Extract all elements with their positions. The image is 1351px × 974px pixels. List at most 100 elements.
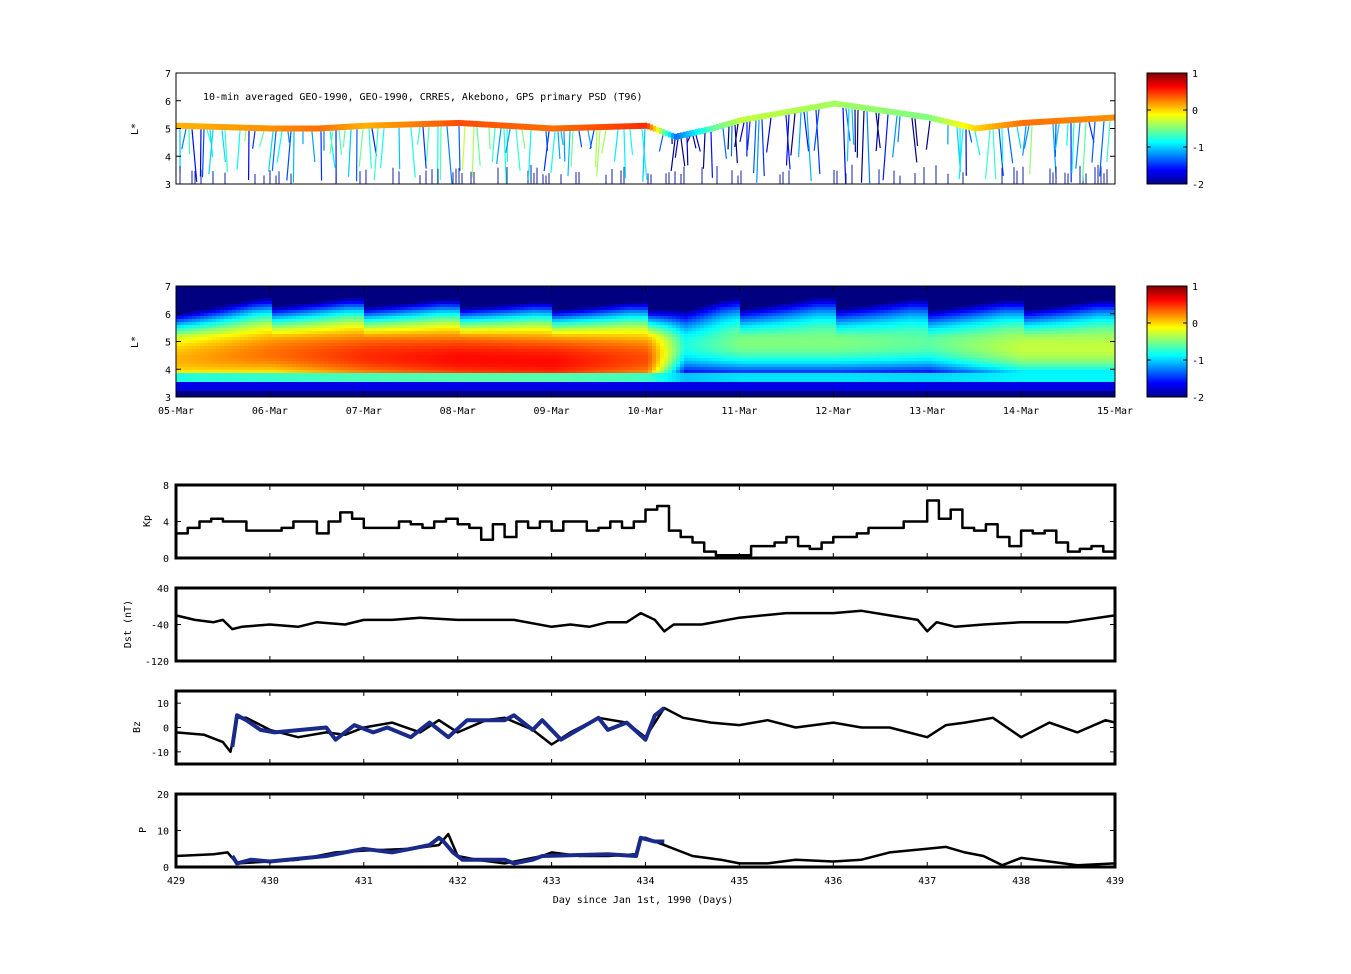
heat-cell xyxy=(260,289,265,293)
heat-cell xyxy=(376,331,381,335)
heat-cell xyxy=(572,352,577,356)
heat-cell xyxy=(264,352,269,356)
heat-cell xyxy=(400,352,405,356)
heat-cell xyxy=(336,391,341,395)
heat-cell xyxy=(296,370,301,374)
heat-cell xyxy=(328,343,333,347)
heat-cell xyxy=(380,313,385,317)
heat-cell xyxy=(260,349,265,353)
track-segment xyxy=(1091,115,1094,122)
heat-cell xyxy=(212,391,217,395)
heat-cell xyxy=(564,361,569,365)
heat-cell xyxy=(404,337,409,341)
pass-trace xyxy=(1066,123,1069,146)
heat-cell xyxy=(268,310,273,314)
heat-cell xyxy=(600,385,605,389)
heat-cell xyxy=(604,298,609,302)
heat-cell xyxy=(388,316,393,320)
heat-cell xyxy=(252,346,257,350)
heat-cell xyxy=(200,301,205,305)
heat-cell xyxy=(640,385,645,389)
heat-cell xyxy=(284,391,289,395)
heat-cell xyxy=(280,361,285,365)
heat-cell xyxy=(576,301,581,305)
heat-cell xyxy=(356,349,361,353)
heat-cell xyxy=(312,292,317,296)
heat-cell xyxy=(236,337,241,341)
heat-cell xyxy=(404,370,409,374)
heat-cell xyxy=(608,289,613,293)
heat-cell xyxy=(492,358,497,362)
heat-cell xyxy=(380,304,385,308)
heat-cell xyxy=(260,301,265,305)
heat-cell xyxy=(612,379,617,383)
track-segment xyxy=(347,123,350,130)
heat-cell xyxy=(408,376,413,380)
heat-cell xyxy=(296,325,301,329)
heat-cell xyxy=(456,391,461,395)
heat-cell xyxy=(604,388,609,392)
heat-cell xyxy=(292,361,297,365)
heat-cell xyxy=(284,286,289,290)
heat-cell xyxy=(368,385,373,389)
heat-cell xyxy=(600,364,605,368)
heat-cell xyxy=(384,328,389,332)
heat-cell xyxy=(472,376,477,380)
heat-cell xyxy=(524,370,529,374)
heat-cell xyxy=(560,385,565,389)
heat-cell xyxy=(640,346,645,350)
track-segment xyxy=(944,118,947,125)
heat-cell xyxy=(260,373,265,377)
heat-cell xyxy=(212,322,217,326)
heat-cell xyxy=(320,346,325,350)
track-segment xyxy=(839,101,842,108)
heat-cell xyxy=(344,316,349,320)
heat-cell xyxy=(392,367,397,371)
heat-cell xyxy=(220,328,225,332)
heat-cell xyxy=(452,367,457,371)
heat-cell xyxy=(348,313,353,317)
heat-cell xyxy=(260,319,265,323)
heat-cell xyxy=(340,346,345,350)
heat-cell xyxy=(276,289,281,293)
pass-trace xyxy=(797,112,802,157)
heat-cell xyxy=(208,382,213,386)
heat-cell xyxy=(340,364,345,368)
heat-cell xyxy=(228,289,233,293)
heat-cell xyxy=(204,364,209,368)
pass-trace xyxy=(527,130,532,181)
heat-cell xyxy=(496,334,501,338)
track-segment xyxy=(1073,116,1076,123)
heat-cell xyxy=(176,358,181,362)
heat-cell xyxy=(520,379,525,383)
heat-cell xyxy=(540,301,545,305)
heat-cell xyxy=(248,307,253,311)
heat-cell xyxy=(236,310,241,314)
heat-cell xyxy=(352,307,357,311)
heat-cell xyxy=(332,298,337,302)
heat-cell xyxy=(180,304,185,308)
heat-cell xyxy=(620,376,625,380)
heat-cell xyxy=(308,292,313,296)
heat-cell xyxy=(628,346,633,350)
heat-cell xyxy=(292,376,297,380)
heat-cell xyxy=(424,286,429,290)
heat-cell xyxy=(196,373,201,377)
heat-cell xyxy=(212,319,217,323)
track-segment xyxy=(683,131,686,138)
heat-cell xyxy=(336,358,341,362)
heat-cell xyxy=(336,364,341,368)
heat-cell xyxy=(200,313,205,317)
heat-cell xyxy=(576,355,581,359)
heat-cell xyxy=(236,334,241,338)
track-segment xyxy=(794,107,797,114)
heat-cell xyxy=(588,364,593,368)
heat-cell xyxy=(540,289,545,293)
heat-cell xyxy=(240,349,245,353)
heat-cell xyxy=(312,367,317,371)
heat-cell xyxy=(596,343,601,347)
heat-cell xyxy=(188,289,193,293)
heat-cell xyxy=(340,343,345,347)
heat-cell xyxy=(264,388,269,392)
heat-cell xyxy=(560,382,565,386)
